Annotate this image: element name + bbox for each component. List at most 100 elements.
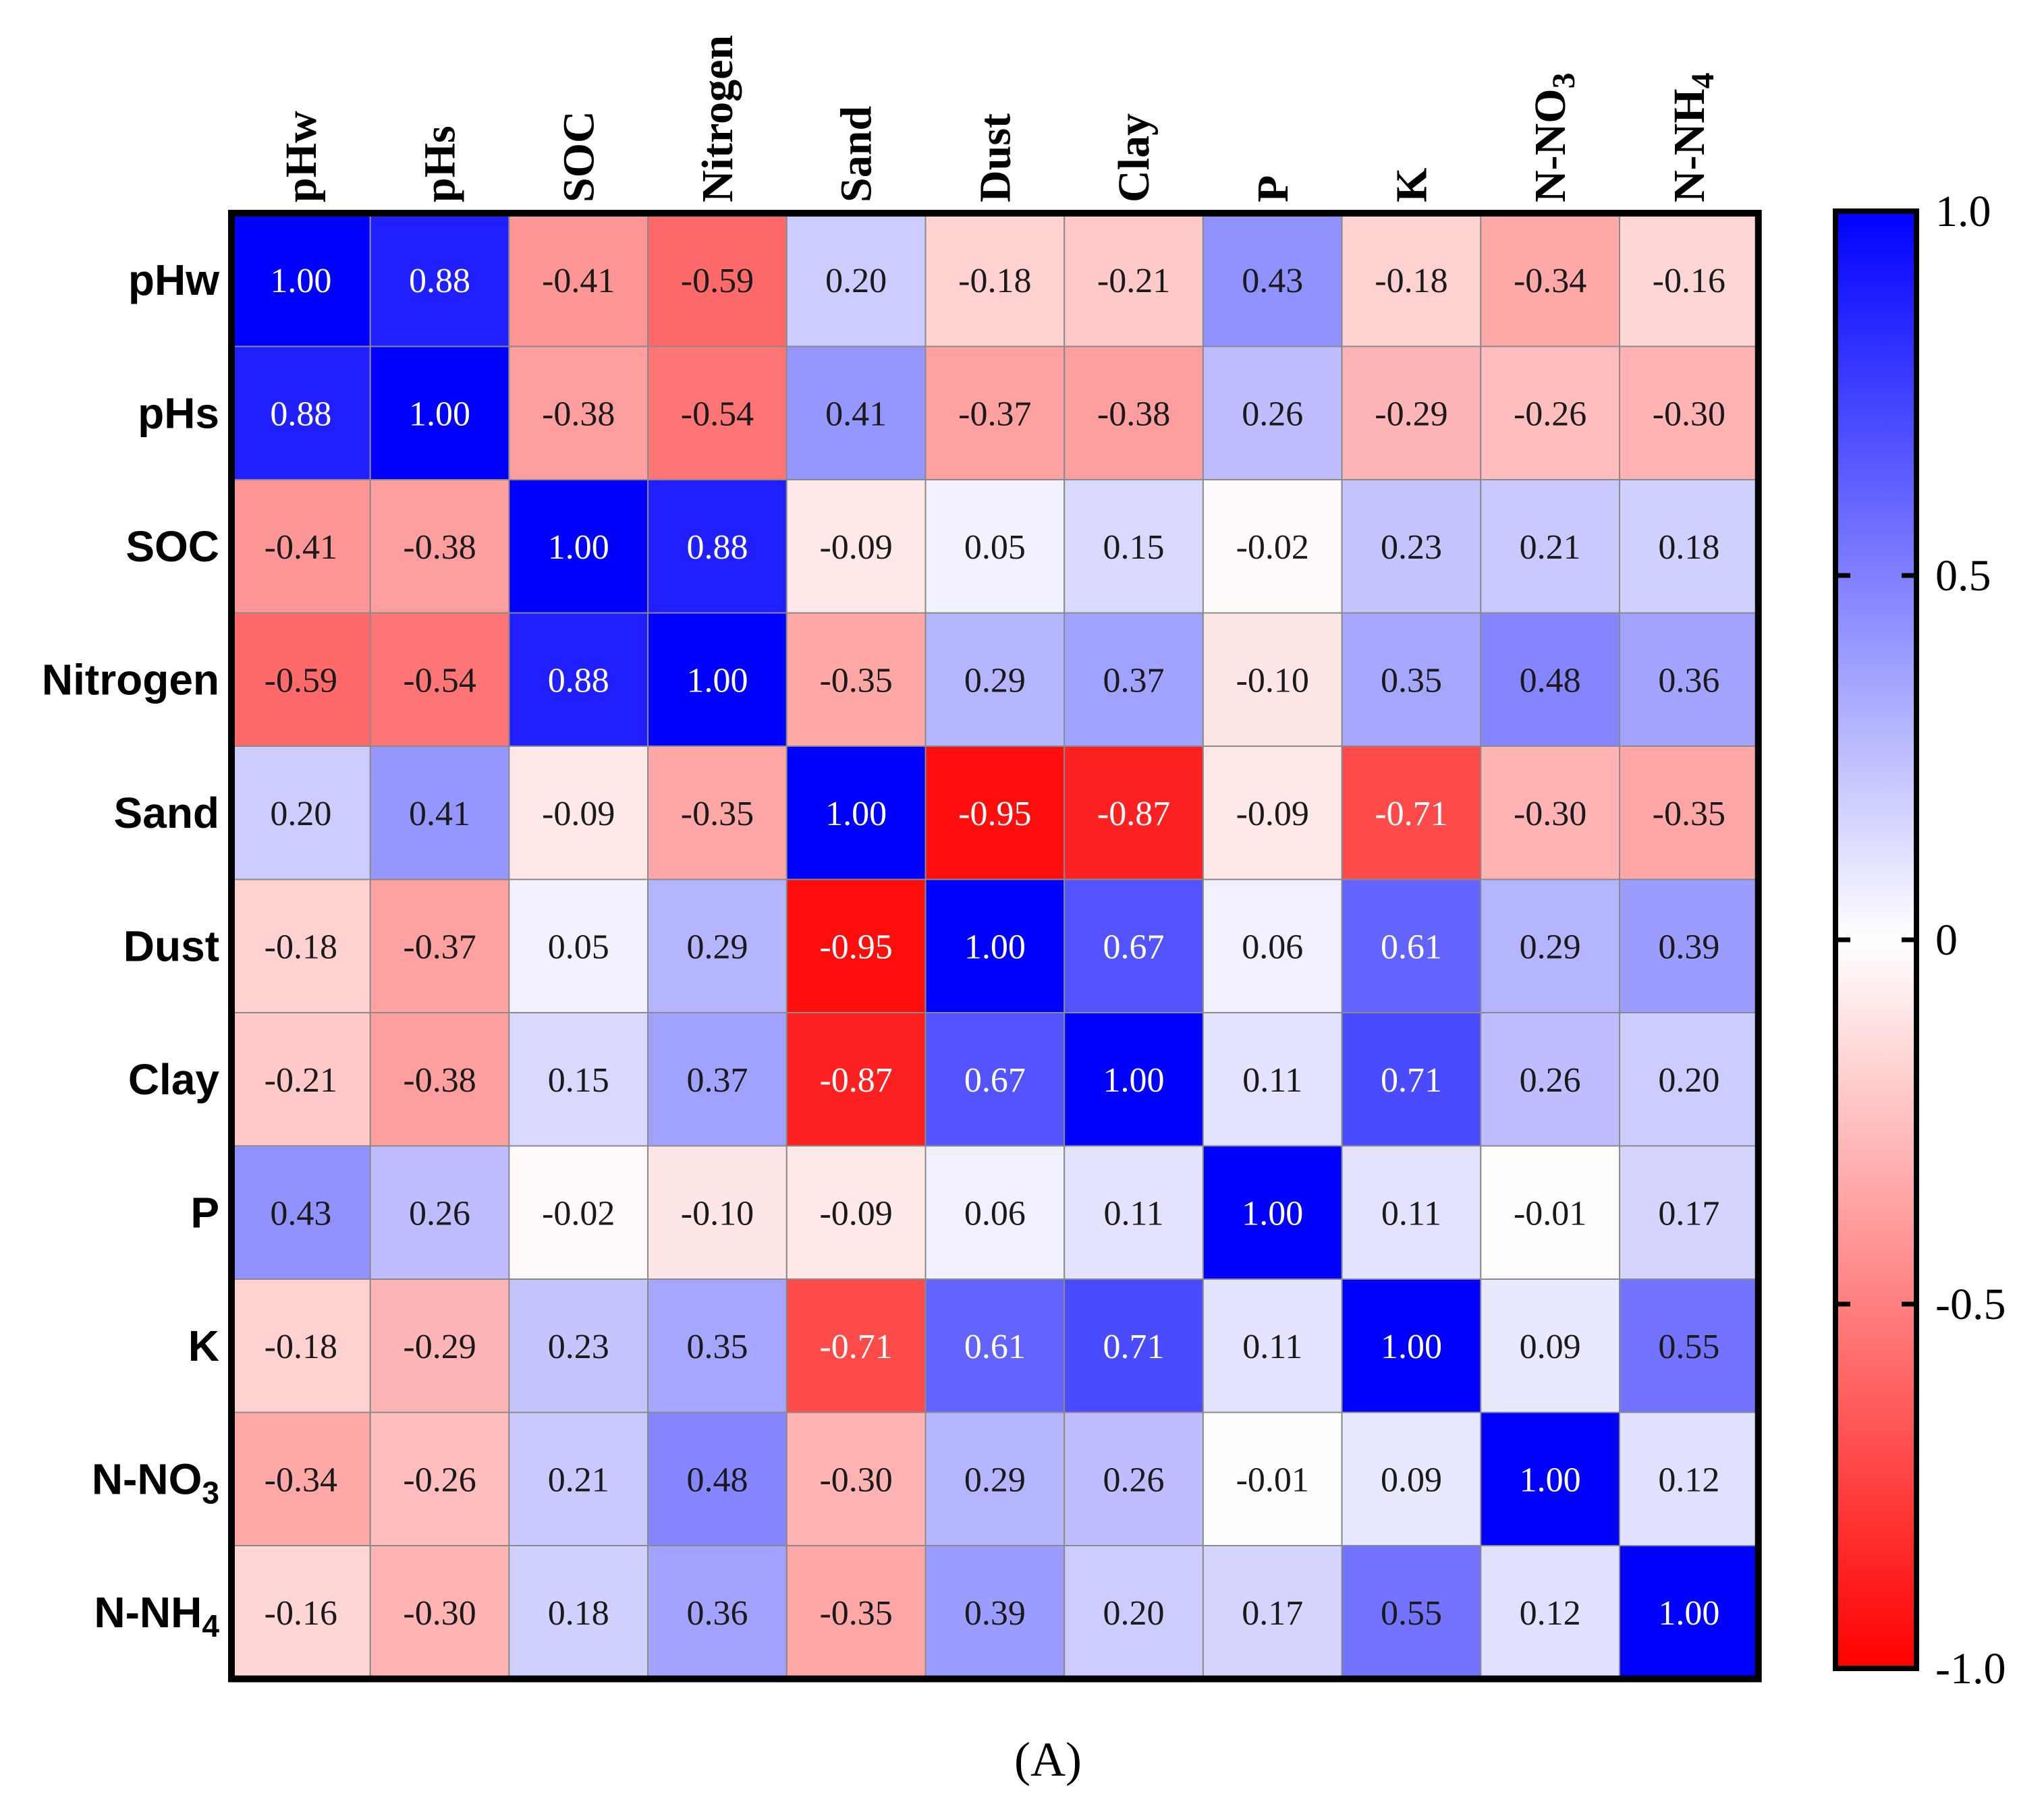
heatmap-cell [1064,745,1204,880]
cell-value: -0.16 [1653,262,1725,300]
cell-value: 0.41 [409,795,470,833]
heatmap-cell [924,612,1066,747]
column-label-text: SOC [554,111,603,202]
heatmap-cell [647,1145,788,1280]
heatmap-cell [1480,612,1621,747]
cell-value: -0.38 [1097,395,1170,433]
cell-value: 0.29 [964,661,1026,700]
heatmap-cell [369,878,510,1013]
cell-value: -0.30 [1653,395,1725,433]
cell-value: 0.26 [409,1194,470,1233]
cell-value: 0.26 [1520,1061,1581,1100]
cell-value: 1.00 [686,661,748,700]
cell-value: -0.18 [265,928,337,966]
heatmap-cell [1202,1012,1343,1147]
heatmap-cell [508,1545,649,1680]
cell-value: -0.29 [1375,395,1447,433]
colorbar-tick-label: 0.5 [1935,551,1991,600]
column-label-text: P [1248,175,1298,202]
column-label: Dust [970,113,1020,202]
cell-value: 0.26 [1242,395,1303,433]
heatmap-cell [1341,345,1482,480]
heatmap-cell [231,479,371,614]
cell-value: 0.23 [1381,528,1442,567]
cell-value: 0.55 [1658,1328,1719,1366]
row-label: Nitrogen [42,655,219,704]
row-label: pHw [128,256,219,304]
heatmap-cell [1619,1278,1759,1413]
cell-value: 0.17 [1242,1594,1303,1633]
cell-value: 1.00 [1658,1594,1719,1633]
cell-value: -0.41 [542,262,615,300]
heatmap-cell [369,345,510,480]
cell-value: 0.06 [1242,928,1303,966]
cell-value: 0.06 [964,1194,1026,1233]
heatmap-cell [785,1145,927,1280]
heatmap-cell [647,745,788,880]
cell-value: 0.29 [1520,928,1581,966]
column-label-text: pHw [277,111,326,202]
cell-value: -0.95 [958,795,1031,833]
cell-value: 0.48 [686,1461,748,1499]
heatmap-cell [369,612,510,747]
heatmap-cell [508,1012,649,1147]
column-label-text: N-NO [1526,88,1575,202]
column-label-text: Nitrogen [693,35,742,202]
row-label: N-NO3 [92,1455,219,1510]
cell-value: 0.67 [964,1061,1026,1100]
heatmap-cell [508,1411,649,1546]
cell-value: 0.18 [548,1594,609,1633]
heatmap-cell [785,1545,927,1680]
cell-value: 0.35 [1381,661,1442,700]
colorbar-tick-label: 1.0 [1935,187,1991,236]
cell-value: -0.01 [1236,1461,1309,1499]
row-label: K [188,1322,219,1370]
column-label-text: Clay [1109,113,1159,202]
row-label-text: N-NO [92,1455,202,1503]
cell-value: -0.59 [265,661,337,700]
cell-value: 0.29 [964,1461,1026,1499]
cell-value: 0.36 [1658,661,1719,700]
heatmap-cell [1064,479,1204,614]
column-label-subscript: 3 [1547,73,1582,89]
cell-value: -0.35 [819,661,892,700]
column-label-text: Dust [970,113,1020,202]
row-label-text: SOC [126,522,219,571]
column-label: pHs [416,125,465,202]
heatmap-cell [1202,345,1343,480]
heatmap-cell [1341,1278,1482,1413]
cell-value: -0.09 [1236,795,1309,833]
cell-value: -0.26 [403,1461,476,1499]
cell-value: -0.21 [1097,262,1170,300]
cell-value: -0.10 [681,1194,754,1233]
heatmap-cell [231,1278,371,1413]
row-label-text: Sand [114,789,219,837]
heatmap-cell [1341,1145,1482,1280]
heatmap-cell [1341,745,1482,880]
cell-value: 0.26 [1103,1461,1165,1499]
heatmap-cell [1619,1145,1759,1280]
cell-value: 0.12 [1658,1461,1719,1499]
column-label-text: K [1387,168,1436,202]
heatmap-cell [1341,1411,1482,1546]
heatmap-cell [231,1145,371,1280]
row-label-text: Dust [123,922,219,970]
column-label: pHw [277,111,326,202]
heatmap-cell [231,345,371,480]
heatmap-cell [231,878,371,1013]
heatmap-cell [647,1545,788,1680]
cell-value: -0.37 [403,928,476,966]
cell-value: 0.09 [1520,1328,1581,1366]
cell-value: 0.36 [686,1594,748,1633]
cell-value: 0.15 [548,1061,609,1100]
heatmap-cell [508,612,649,747]
column-label-text: pHs [416,125,465,202]
cell-value: 0.20 [1103,1594,1165,1633]
colorbar-tick-label: 0 [1935,916,1958,965]
row-label: N-NH4 [94,1588,219,1643]
cell-value: 0.35 [686,1328,748,1366]
cell-value: 1.00 [1381,1328,1442,1366]
heatmap-cell [1064,612,1204,747]
heatmap-cell [1202,213,1343,347]
heatmap-cell [1480,1545,1621,1680]
